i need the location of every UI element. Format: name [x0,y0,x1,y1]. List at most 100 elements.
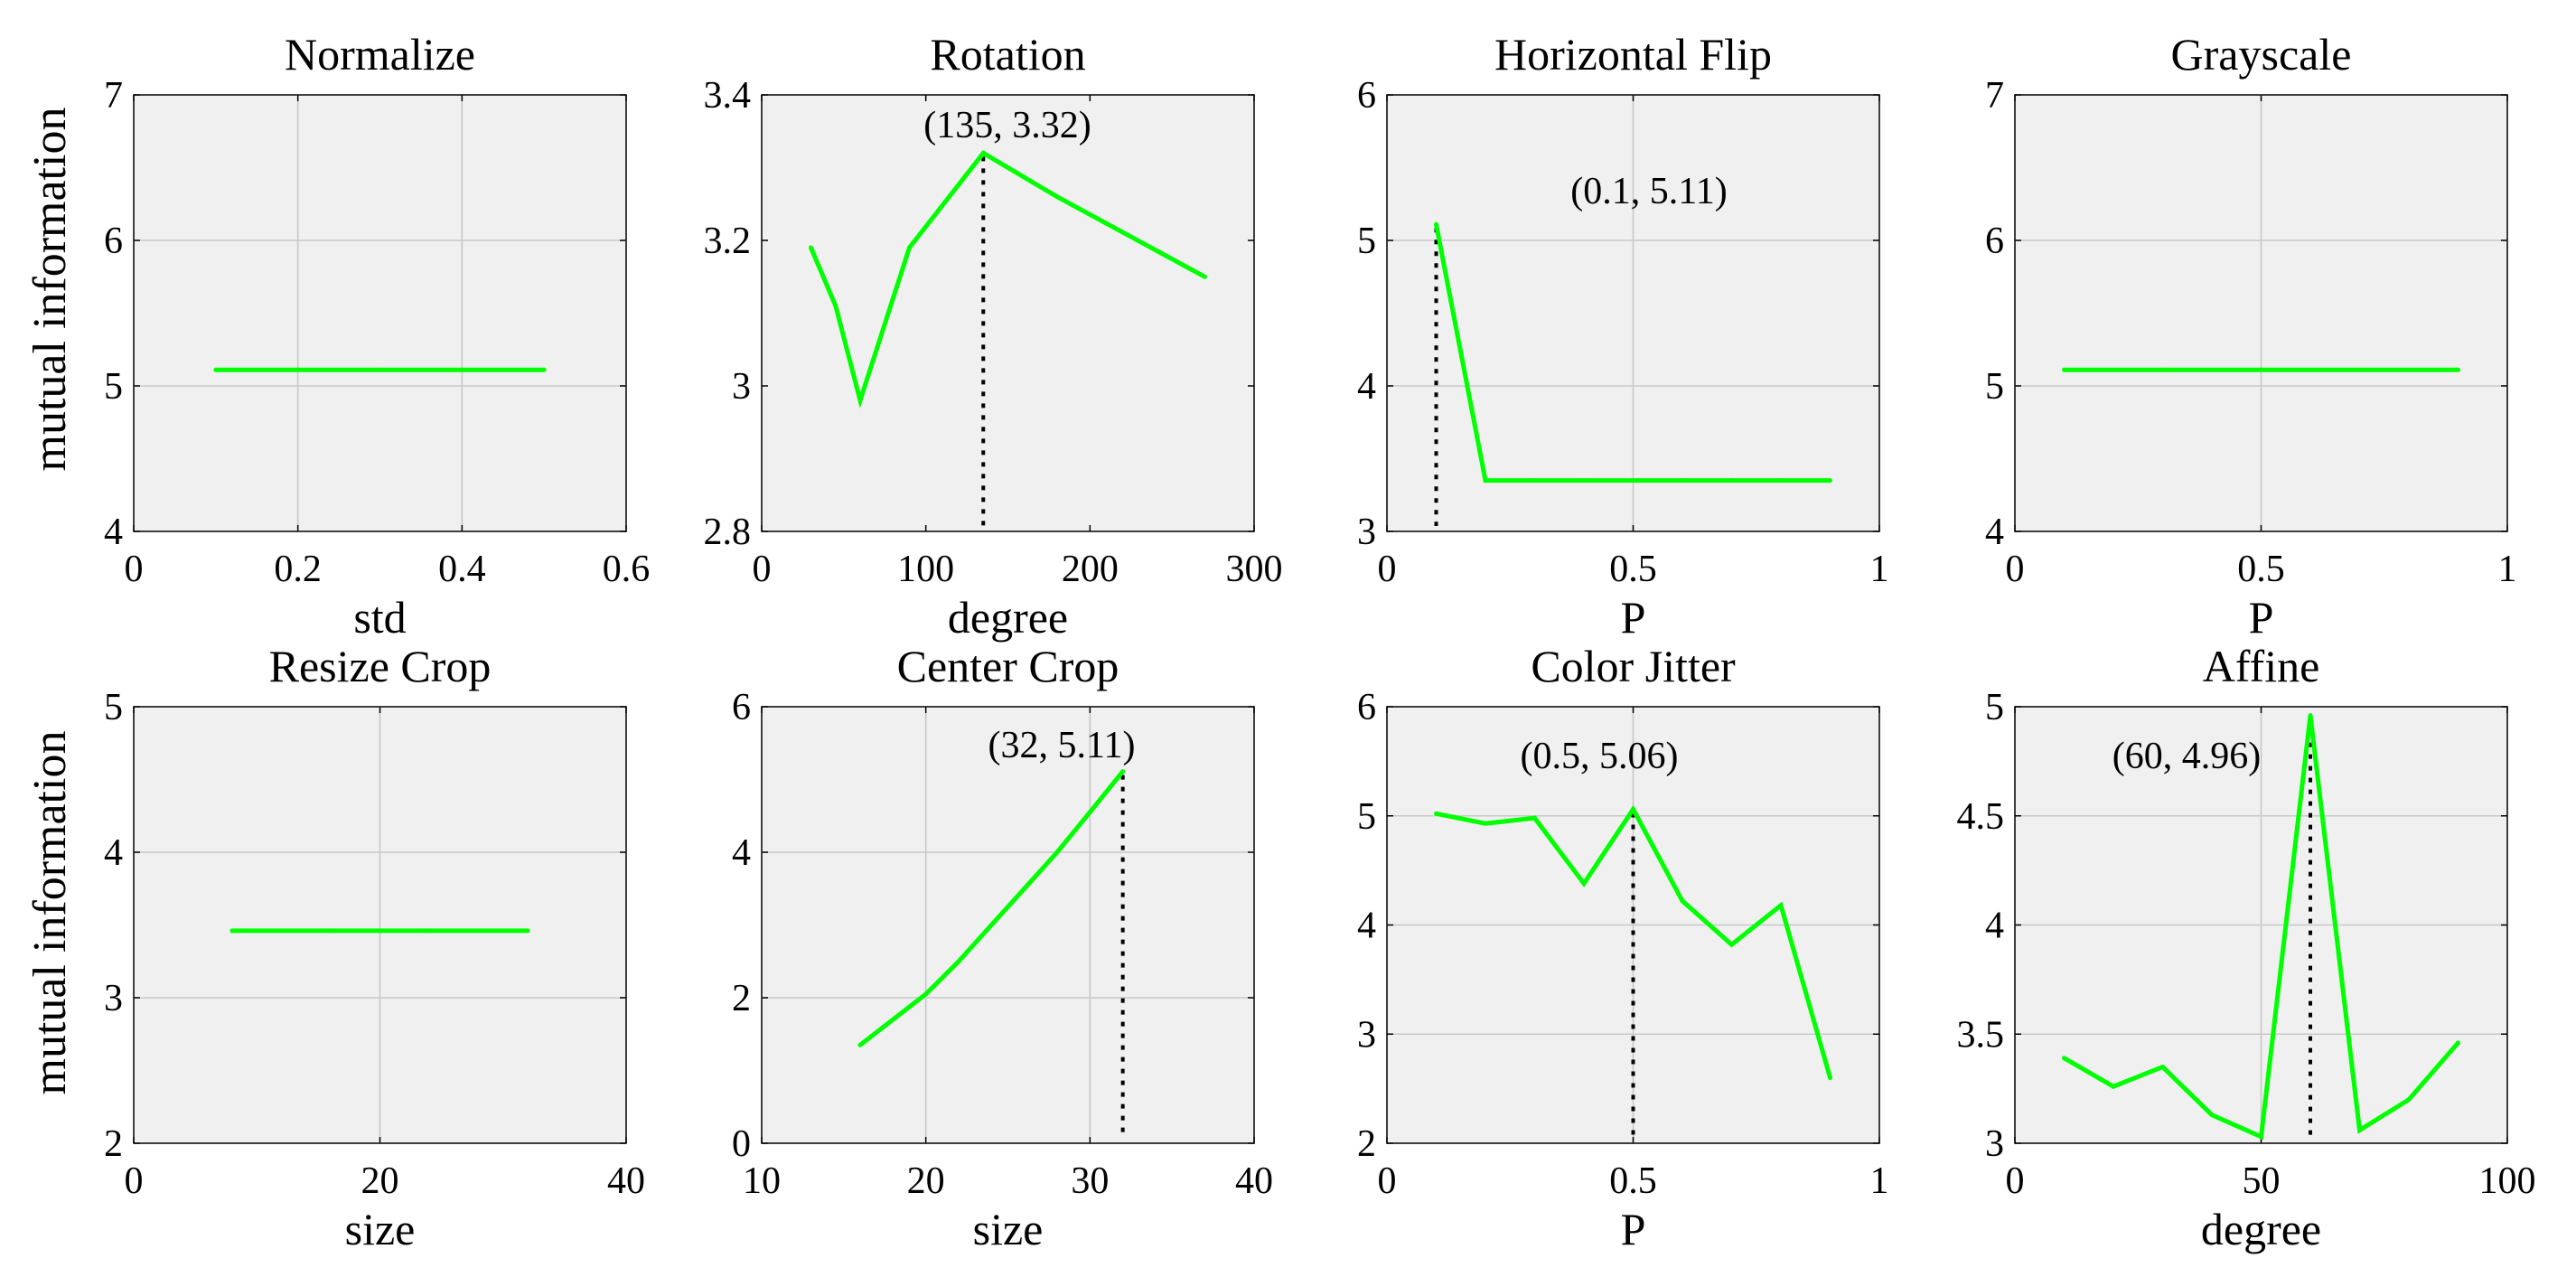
x-tick-label: 0 [1378,549,1397,590]
data-point [1631,807,1635,812]
y-tick-label: 3 [1357,1014,1376,1056]
y-tick-label: 5 [1985,366,2004,408]
x-tick-label: 40 [1235,1160,1273,1202]
chart-panel: 10 20 30 40 0 2 4 6 Center Crop size (32, 5.11) [732,641,1273,1254]
y-tick-label: 4 [732,832,751,874]
data-point [1054,194,1060,200]
y-tick-label: 2 [1357,1123,1376,1165]
data-point [1054,850,1060,855]
data-point [2259,367,2263,372]
chart-title: Normalize [285,29,475,80]
chart-title: Color Jitter [1531,641,1736,691]
series-line [858,770,1125,1047]
data-point [809,245,813,250]
data-point [1532,478,1537,484]
x-tick-label: 0.6 [603,549,651,590]
x-axis-label: P [1621,592,1646,643]
max-annotation: (60, 4.96) [2112,736,2261,777]
chart-title: Affine [2203,641,2320,691]
x-tick-label: 0 [125,1160,144,1202]
data-point [2062,367,2066,372]
data-point [923,991,929,997]
max-annotation: (32, 5.11) [988,725,1136,766]
data-point [1581,881,1587,887]
x-tick-label: 0.5 [2237,549,2285,590]
data-point [1778,903,1784,908]
max-annotation: (135, 3.32) [923,105,1091,146]
plot-area [761,706,1255,1144]
data-point [2062,1056,2066,1061]
y-tick-label: 6 [1357,687,1376,728]
ylabel-row-1: mutual information [24,108,76,472]
data-point [2160,1064,2165,1069]
data-point [541,367,547,372]
data-point [1087,810,1092,815]
y-tick-label: 5 [1985,687,2004,728]
data-point [833,303,838,308]
data-point [1729,942,1734,947]
y-tick-label: 5 [1357,221,1376,262]
data-point [1532,815,1537,821]
chart-title: Grayscale [2171,29,2352,80]
data-point [213,367,219,372]
chart-panel: 0 0.5 1 2 3 4 5 6 Color Jitter P (0.5, 5.06) [1357,641,1889,1254]
data-point [1483,821,1488,826]
data-point [1828,1075,1832,1081]
x-tick-label: 100 [897,549,954,590]
y-tick-label: 4 [1357,906,1376,947]
data-point [1022,886,1027,891]
data-point [2406,1097,2412,1103]
data-point [229,928,235,934]
data-point [2209,1113,2215,1118]
y-tick-label: 3.5 [1957,1014,2005,1056]
y-tick-label: 5 [104,366,123,408]
y-tick-label: 4.5 [1957,796,2005,838]
data-point [295,367,301,372]
x-tick-label: 10 [743,1160,781,1202]
data-point [378,367,382,372]
data-point [1203,274,1207,279]
data-point [2456,1040,2460,1046]
y-tick-label: 0 [732,1123,751,1165]
x-axis-label: std [353,592,406,643]
y-tick-label: 3 [732,366,751,408]
y-tick-label: 6 [1357,75,1376,117]
x-tick-label: 200 [1062,549,1119,590]
data-point [1581,478,1587,484]
chart-panel: 0 100 200 300 2.8 3 3.2 3.4 Rotation degree (135, … [704,29,1283,643]
x-tick-label: 20 [907,1160,945,1202]
x-tick-label: 0 [2006,1160,2025,1202]
x-tick-label: 0.5 [1609,549,1657,590]
x-tick-label: 0.4 [438,549,486,590]
chart-title: Horizontal Flip [1494,29,1772,80]
max-annotation: (0.5, 5.06) [1521,736,1679,777]
x-axis-label: degree [2201,1204,2321,1254]
data-point [1680,898,1685,904]
x-tick-label: 40 [607,1160,645,1202]
y-tick-label: 4 [1357,366,1376,408]
x-tick-label: 0 [1378,1160,1397,1202]
chart-title: Resize Crop [269,641,492,691]
data-point [2259,1134,2263,1140]
data-point [1631,478,1635,484]
data-point [988,923,994,927]
y-tick-label: 3 [1357,512,1376,553]
x-tick-label: 50 [2243,1160,2281,1202]
data-point [956,959,961,964]
y-tick-label: 3.4 [704,75,752,117]
x-tick-label: 0 [753,549,772,590]
y-tick-label: 5 [1357,796,1376,838]
data-point [2308,713,2313,718]
data-point [857,1042,863,1047]
chart-panel: 0 20 40 2 3 4 5 Resize Crop size [104,641,645,1254]
data-point [2160,367,2165,372]
chart-panel: 0 0.5 1 3 4 5 6 Horizontal Flip P (0.1, 5.11) [1357,29,1889,643]
data-point [1680,478,1685,484]
x-tick-label: 1 [1870,549,1889,590]
chart-title: Rotation [930,29,1085,80]
y-tick-label: 5 [104,687,123,728]
data-point [2357,1128,2362,1133]
x-tick-label: 20 [361,1160,399,1202]
data-point [980,150,986,155]
